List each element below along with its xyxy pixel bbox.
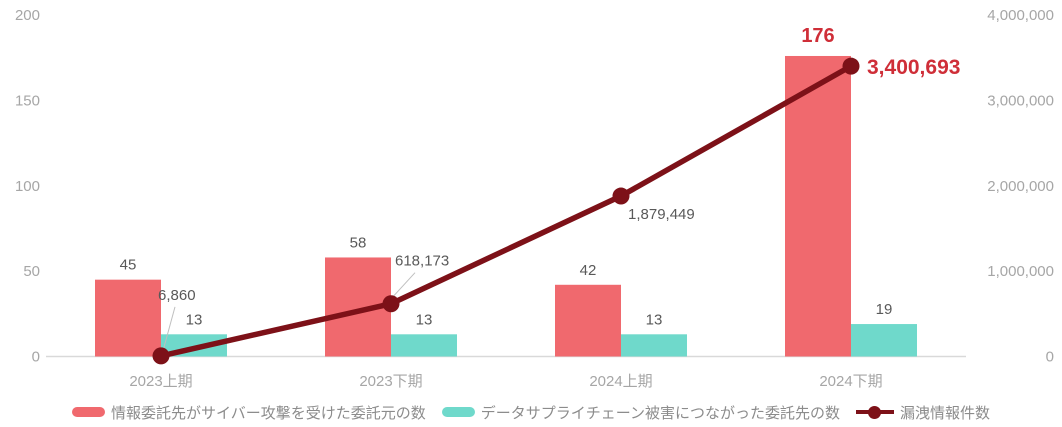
teal-bar-swatch <box>441 407 475 417</box>
bar-label: 13 <box>416 311 433 328</box>
line-point <box>152 347 170 365</box>
leader-line <box>392 272 416 298</box>
line-point <box>612 187 630 205</box>
left-axis-tick: 0 <box>32 349 40 366</box>
bar-label: 176 <box>801 25 834 47</box>
left-axis-tick: 50 <box>23 263 40 280</box>
line-label: 6,860 <box>158 287 196 304</box>
line-point <box>382 295 400 313</box>
category-label: 2023下期 <box>359 373 422 390</box>
right-axis-tick: 3,000,000 <box>987 92 1054 109</box>
red-bar <box>95 279 161 357</box>
plot-area: 200 150 100 50 0 4,000,000 3,000,000 2,000,000 1… <box>15 7 1054 390</box>
category-label: 2023上期 <box>129 373 192 390</box>
line-label: 1,879,449 <box>628 206 695 223</box>
teal-bar <box>621 334 687 357</box>
left-axis-tick: 200 <box>15 7 40 24</box>
legend-label-red-bars: 情報委託先がサイバー攻撃を受けた委託元の数 <box>111 404 426 422</box>
legend-item-teal-bars: データサプライチェーン被害につながった委託先の数 <box>441 402 840 423</box>
right-axis-tick: 1,000,000 <box>987 263 1054 280</box>
teal-bar <box>851 324 917 357</box>
line-legend-dot <box>868 405 882 419</box>
category-label: 2024下期 <box>819 373 882 390</box>
legend-item-line: 漏洩情報件数 <box>855 402 990 423</box>
bar-label: 13 <box>186 311 203 328</box>
bar-label: 19 <box>876 301 893 318</box>
right-axis-tick: 4,000,000 <box>987 7 1054 24</box>
red-bar-swatch <box>72 407 105 417</box>
bar-label: 45 <box>120 257 137 274</box>
category-label: 2024上期 <box>589 373 652 390</box>
legend: 情報委託先がサイバー攻撃を受けた委託元の数 データサプライチェーン被害につながっ… <box>0 401 1062 423</box>
line-label: 618,173 <box>395 253 449 270</box>
red-bar <box>555 284 621 357</box>
bar-label: 42 <box>580 262 597 279</box>
right-axis-tick: 2,000,000 <box>987 178 1054 195</box>
legend-label-line: 漏洩情報件数 <box>899 404 990 422</box>
bar-label: 13 <box>646 311 663 328</box>
bar-label: 58 <box>350 234 367 251</box>
right-axis-tick: 0 <box>1046 349 1054 366</box>
left-axis-tick: 100 <box>15 178 40 195</box>
leader-line <box>162 306 176 352</box>
legend-item-red-bars: 情報委託先がサイバー攻撃を受けた委託元の数 <box>72 402 426 423</box>
red-bar <box>785 55 851 357</box>
line-series <box>160 63 853 359</box>
line-label: 3,400,693 <box>867 56 960 79</box>
line-legend-marker <box>855 405 894 419</box>
legend-label-teal-bars: データサプライチェーン被害につながった委託先の数 <box>480 404 840 422</box>
left-axis-tick: 150 <box>15 92 40 109</box>
line-point <box>842 57 860 75</box>
teal-bar <box>391 334 457 357</box>
